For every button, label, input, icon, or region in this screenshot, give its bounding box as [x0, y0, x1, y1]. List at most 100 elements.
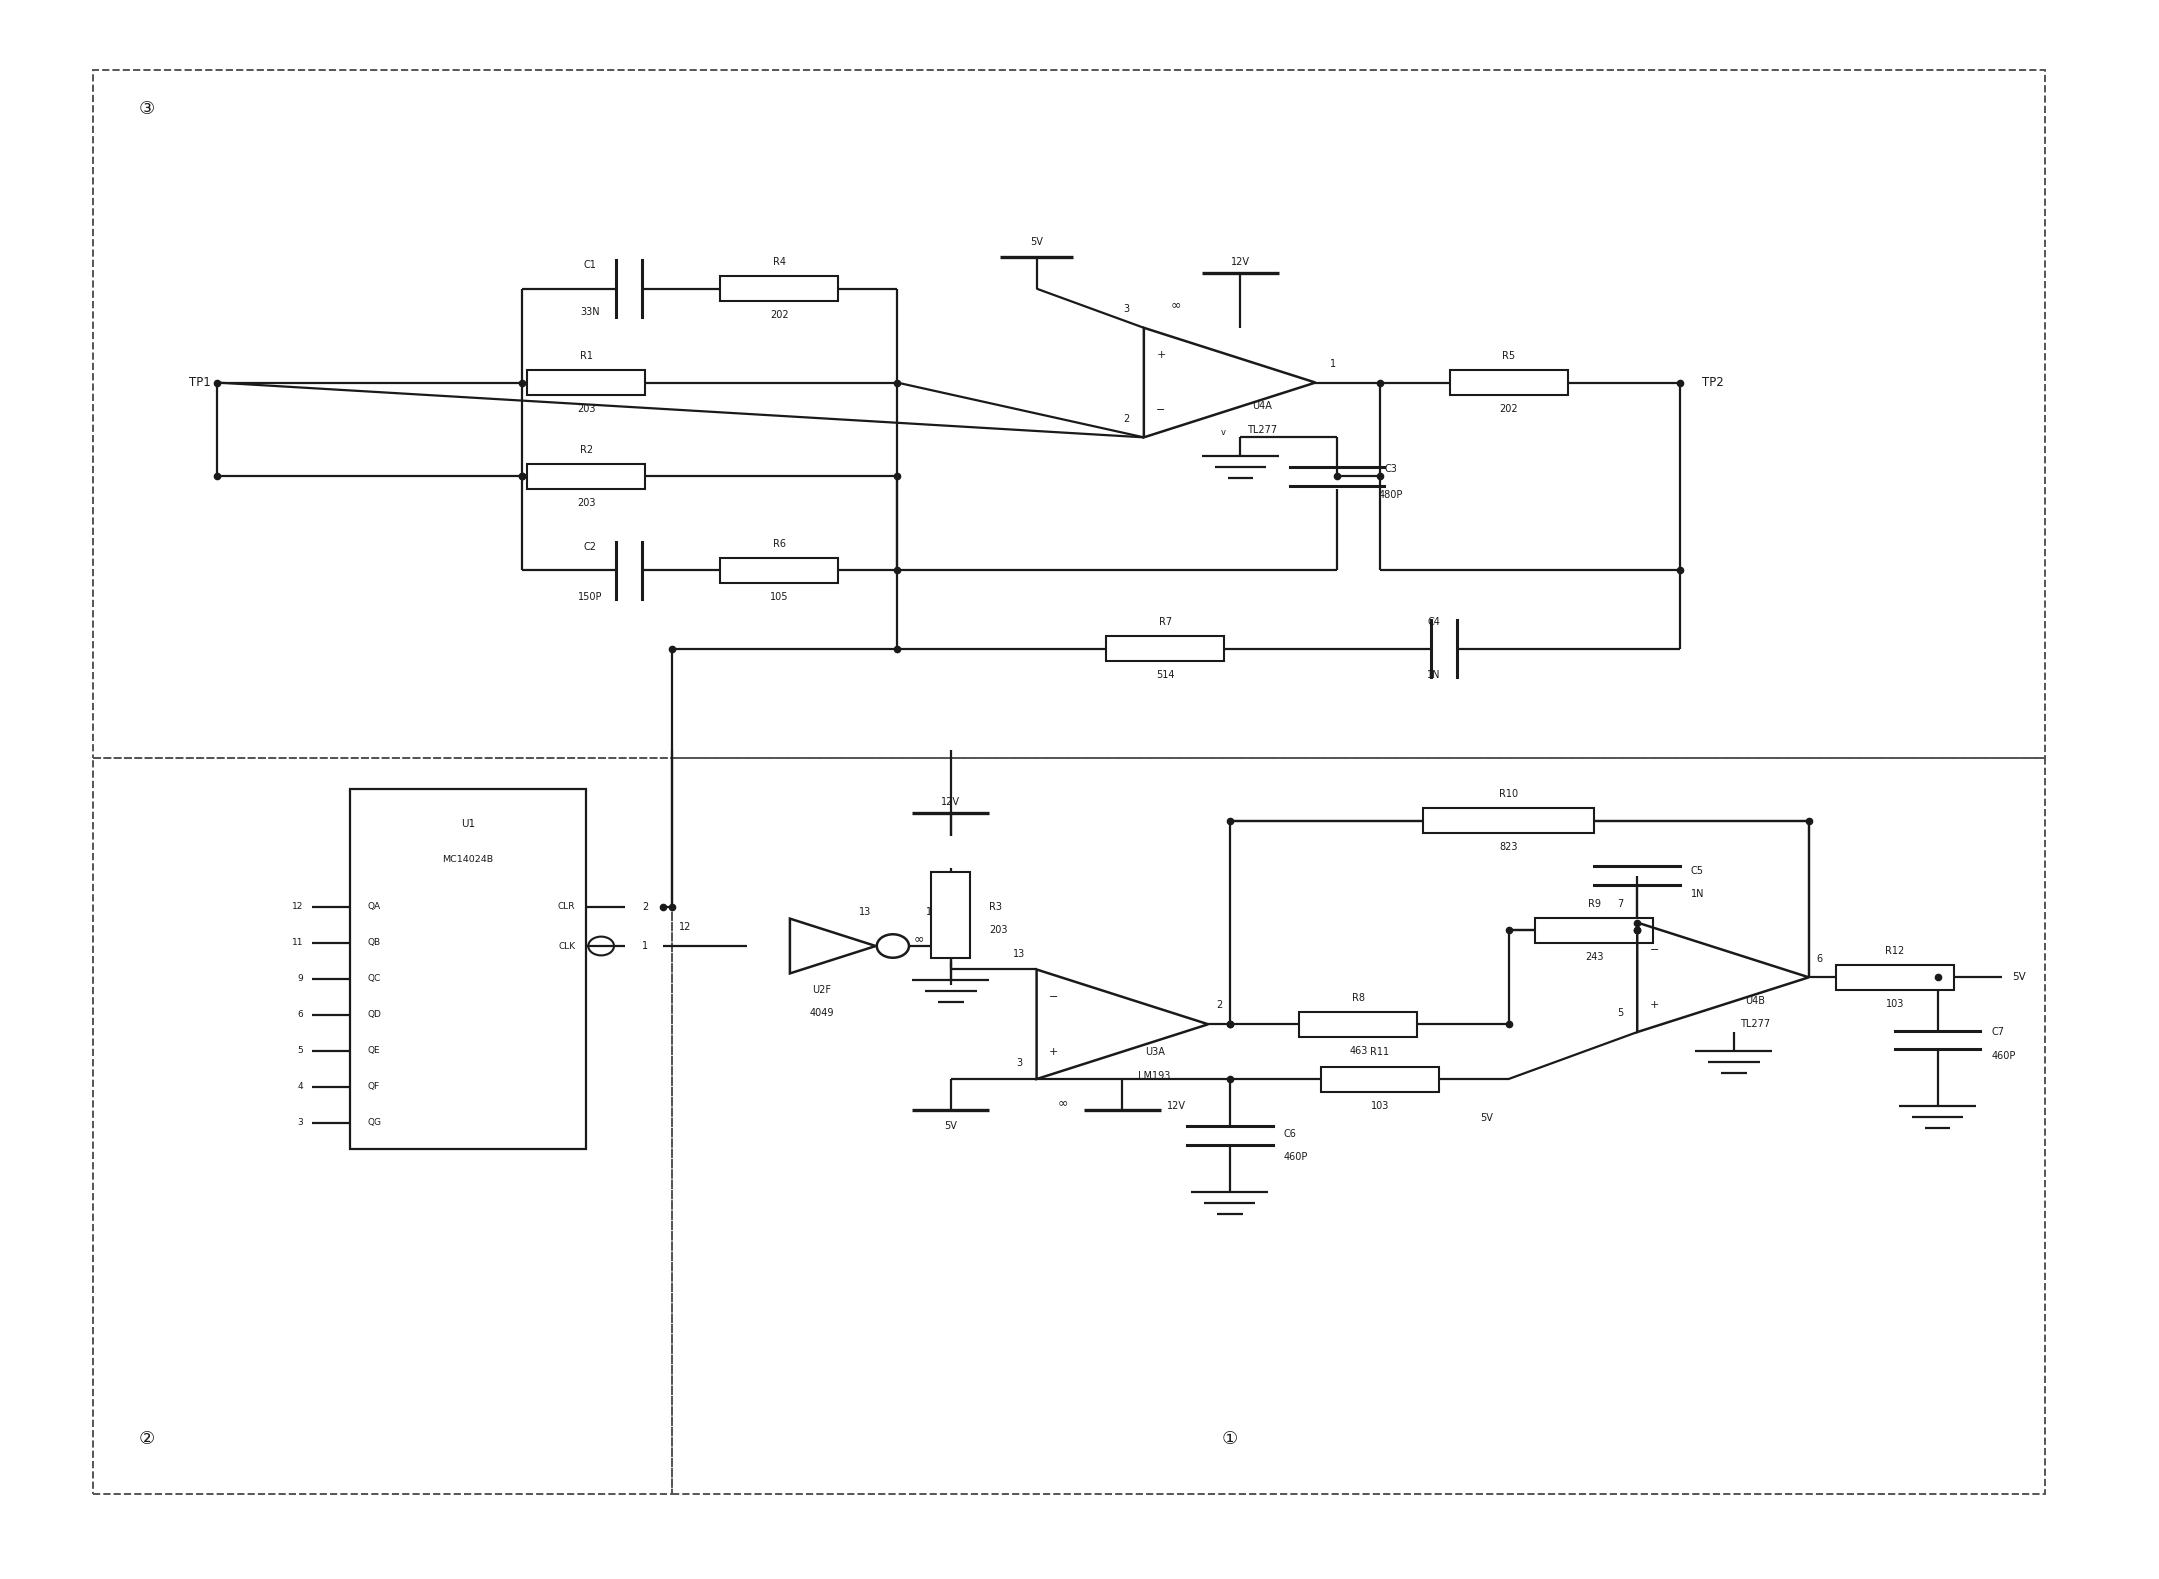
Text: C4: C4 — [1427, 617, 1440, 627]
Text: 7: 7 — [1617, 898, 1624, 910]
Text: −: − — [1157, 404, 1166, 415]
Text: 5V: 5V — [1481, 1113, 1494, 1123]
Text: 4049: 4049 — [810, 1009, 833, 1018]
Text: CLR: CLR — [557, 902, 576, 911]
Text: 1: 1 — [641, 941, 648, 951]
Text: R11: R11 — [1371, 1047, 1390, 1058]
Bar — [721, 557, 838, 583]
Bar — [93, 69, 2045, 758]
Text: TL277: TL277 — [1246, 425, 1276, 434]
Text: 150P: 150P — [579, 592, 602, 602]
Text: ∞: ∞ — [1058, 1096, 1067, 1108]
Text: ∞: ∞ — [1170, 298, 1181, 311]
Text: LM193: LM193 — [1138, 1071, 1170, 1082]
Text: QC: QC — [367, 974, 380, 984]
Text: 5V: 5V — [1030, 237, 1043, 246]
Bar — [1449, 369, 1567, 395]
Text: C2: C2 — [583, 542, 596, 553]
Text: TP2: TP2 — [1701, 376, 1723, 388]
Text: R7: R7 — [1159, 617, 1172, 627]
Text: 6: 6 — [298, 1011, 302, 1020]
Text: 12V: 12V — [941, 797, 961, 807]
Text: QD: QD — [367, 1011, 382, 1020]
Bar — [931, 872, 969, 958]
Bar — [93, 758, 671, 1494]
Text: R2: R2 — [579, 445, 594, 455]
Text: 3: 3 — [1123, 305, 1129, 314]
Bar — [671, 758, 2045, 1494]
Text: 460P: 460P — [1282, 1153, 1308, 1162]
Text: QG: QG — [367, 1118, 382, 1127]
Text: −: − — [1049, 992, 1058, 1003]
Text: 3: 3 — [1017, 1058, 1023, 1069]
Text: 12: 12 — [678, 922, 691, 932]
Text: 103: 103 — [1885, 1000, 1904, 1009]
Text: R9: R9 — [1587, 898, 1600, 910]
Text: 460P: 460P — [1991, 1050, 2017, 1061]
Text: ③: ③ — [138, 99, 155, 118]
Text: 514: 514 — [1155, 669, 1174, 681]
Text: ②: ② — [138, 1431, 155, 1448]
Text: U2F: U2F — [812, 985, 831, 995]
Text: 1N: 1N — [1427, 669, 1440, 681]
Text: 243: 243 — [1585, 952, 1604, 962]
Text: 202: 202 — [771, 309, 788, 321]
Text: 5V: 5V — [2012, 973, 2027, 982]
Text: 5: 5 — [1617, 1009, 1624, 1018]
Text: R1: R1 — [579, 351, 592, 362]
Text: 5V: 5V — [943, 1121, 956, 1131]
Text: U1: U1 — [462, 820, 475, 829]
Text: R12: R12 — [1885, 946, 1904, 955]
Bar — [1300, 1012, 1416, 1037]
Text: ①: ① — [1222, 1431, 1237, 1448]
Text: 2: 2 — [1123, 414, 1129, 423]
Text: 1N: 1N — [1690, 889, 1703, 900]
Text: 9: 9 — [298, 974, 302, 984]
Text: 2: 2 — [641, 902, 648, 913]
Text: 463: 463 — [1349, 1045, 1367, 1056]
Text: 105: 105 — [771, 592, 788, 602]
Bar — [1105, 636, 1224, 662]
Text: ∞: ∞ — [913, 932, 924, 944]
Text: v: v — [1220, 428, 1226, 437]
Bar — [350, 790, 585, 1150]
Text: 12V: 12V — [1231, 257, 1250, 267]
Text: R5: R5 — [1503, 351, 1516, 362]
Text: C7: C7 — [1991, 1026, 2004, 1037]
Text: C1: C1 — [583, 261, 596, 270]
Text: TP1: TP1 — [190, 376, 212, 388]
Text: 13: 13 — [859, 906, 870, 916]
Text: C5: C5 — [1690, 865, 1703, 876]
Text: QB: QB — [367, 938, 380, 947]
Text: 2: 2 — [1216, 1001, 1222, 1011]
Text: 823: 823 — [1498, 843, 1518, 853]
Text: 203: 203 — [989, 925, 1008, 935]
Text: U3A: U3A — [1144, 1047, 1164, 1058]
Text: QF: QF — [367, 1082, 380, 1091]
Text: 5: 5 — [298, 1047, 302, 1055]
Text: C6: C6 — [1282, 1129, 1295, 1138]
Text: U4A: U4A — [1252, 401, 1272, 411]
Bar — [1321, 1066, 1438, 1091]
Text: 6: 6 — [1816, 954, 1822, 963]
Text: +: + — [1157, 351, 1166, 360]
Text: R4: R4 — [773, 257, 786, 267]
Text: R10: R10 — [1498, 790, 1518, 799]
Text: 12V: 12V — [1166, 1101, 1185, 1110]
Bar — [527, 369, 646, 395]
Text: 103: 103 — [1371, 1101, 1388, 1110]
Text: R3: R3 — [989, 902, 1002, 913]
Text: U4B: U4B — [1744, 996, 1766, 1006]
Text: TL277: TL277 — [1740, 1020, 1770, 1030]
Text: MC14024B: MC14024B — [443, 856, 494, 864]
Text: 13: 13 — [1013, 949, 1026, 958]
Bar — [1423, 808, 1593, 834]
Text: 3: 3 — [298, 1118, 302, 1127]
Text: 203: 203 — [576, 497, 596, 508]
Text: +: + — [1049, 1047, 1058, 1056]
Text: 11: 11 — [291, 938, 302, 947]
Text: 12: 12 — [291, 902, 302, 911]
Text: 1: 1 — [926, 906, 933, 916]
Text: −: − — [1649, 944, 1658, 955]
Text: QA: QA — [367, 902, 380, 911]
